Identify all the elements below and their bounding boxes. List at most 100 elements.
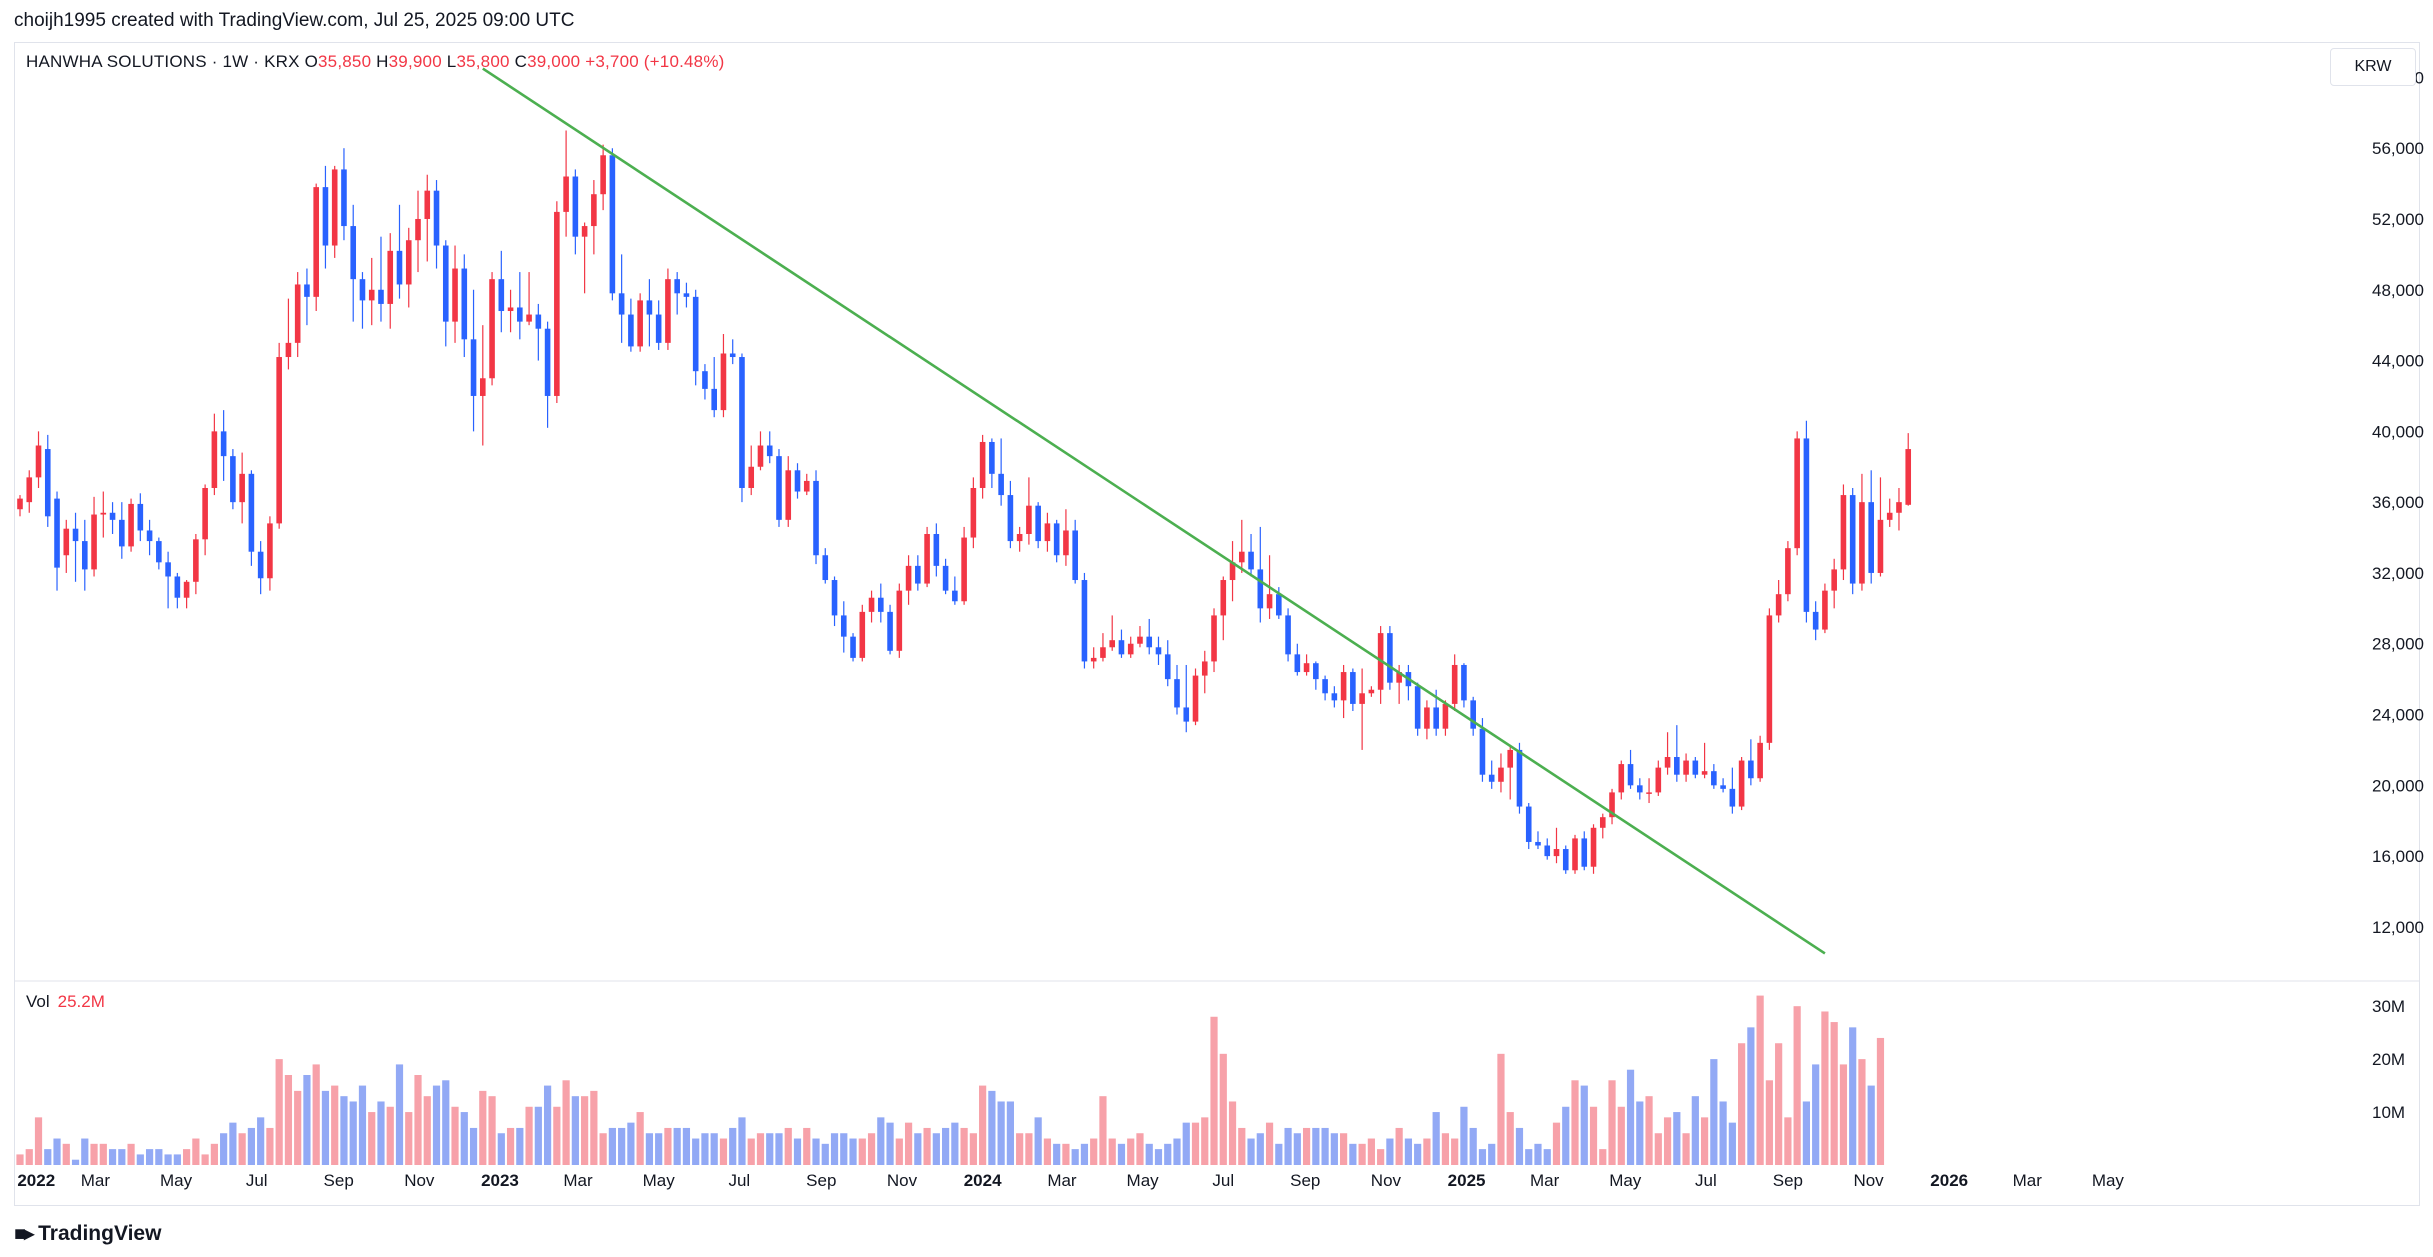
candle [868,590,875,623]
volume-bar [1025,1133,1033,1165]
currency-button[interactable]: KRW [2330,48,2416,86]
candle-body [1266,594,1273,609]
candle-body [1868,502,1874,573]
candle-body [193,539,199,582]
candle [989,438,995,488]
volume-bar [1191,1122,1200,1165]
candle-body [1414,686,1421,729]
candle [1035,502,1041,549]
candle-body [1748,760,1754,779]
candle [1646,778,1652,804]
volume-bar [1747,1027,1755,1165]
candle-body [1276,594,1282,616]
volume-bar [377,1101,385,1165]
volume-bar [1534,1143,1542,1165]
candle-body [831,580,838,616]
candle-body [257,551,264,579]
candle-body [1683,760,1689,775]
volume-bar [90,1143,98,1165]
volume-bar [349,1101,357,1165]
volume-bar [201,1154,209,1165]
time-tick-label: Mar [2013,1171,2043,1190]
time-axis[interactable]: 2022 Mar May Jul Sep Nov 2023 Mar May Jul Sep Nov 20… [17,1171,2124,1190]
volume-bar [1802,1101,1811,1165]
candle-body [1738,760,1745,807]
candle [1081,572,1088,669]
volume-bar [321,1090,330,1165]
volume-bar [284,1075,293,1165]
candle [507,289,514,333]
candle [146,519,153,556]
candle [563,130,569,237]
candle [766,431,773,464]
candle [396,204,403,299]
candle [350,204,357,322]
volume-bar [183,1149,191,1165]
candle-body [591,194,597,227]
time-tick-label: May [2092,1171,2125,1190]
candle-body [378,289,384,304]
candle [1405,664,1412,701]
price-axis[interactable]: 12,000 16,000 20,000 24,000 28,000 32,000 36,0… [2372,68,2424,937]
candle [822,548,829,584]
volume-bar [756,1133,765,1165]
volume-bar [229,1122,237,1165]
candle-body [952,590,958,602]
candle [970,477,977,549]
time-tick-label: 2025 [1448,1171,1486,1190]
candle-body [304,284,310,297]
candle-body [665,279,671,343]
symbol-label: HANWHA SOLUTIONS · 1W · KRX [26,52,300,71]
candle [1794,431,1800,556]
candle-body [526,314,532,322]
volume-bar [1858,1059,1866,1165]
candle-body [1840,495,1847,570]
candle-body [850,636,856,658]
volume-series [16,995,1885,1165]
candle-body [563,176,569,212]
candle-body [220,431,227,457]
volume-bar [1441,1133,1450,1165]
candle-body [1701,771,1708,775]
volume-bar [525,1106,533,1165]
candle [1359,668,1365,750]
candle-body [1599,817,1606,828]
candle-body [1479,728,1486,775]
price-tick-label: 36,000 [2372,493,2424,512]
low-value: 35,800 [456,52,510,71]
candle [1238,519,1245,573]
candle-body [692,296,699,372]
candle-body [387,250,394,304]
volume-bar [16,1154,24,1165]
candle-body [35,445,42,478]
volume-bar [895,1138,903,1165]
volume-bar [1867,1085,1875,1165]
tradingview-footer[interactable]: ■▸ TradingView [14,1221,161,1246]
volume-bar [1710,1059,1718,1165]
volume-bar [506,1127,515,1165]
volume-bar [358,1085,367,1165]
candle [480,325,486,446]
candle [1442,700,1449,736]
volume-value: 25.2M [57,992,105,1011]
candle [1294,643,1301,676]
candle [1627,749,1634,789]
trendline[interactable] [482,67,1826,955]
volume-bar [877,1117,885,1165]
candle-body [1859,502,1865,584]
volume-bar [914,1133,922,1165]
volume-bar [729,1127,737,1165]
candle [1590,824,1597,874]
volume-bar [1099,1096,1107,1165]
candle-body [1692,760,1699,775]
candlestick-series [17,130,1912,874]
candle [674,272,680,315]
volume-bar [1034,1117,1042,1165]
volume-bar [1654,1133,1662,1165]
candle [1544,838,1551,860]
volume-bar [1302,1127,1311,1165]
candle [1775,580,1782,623]
volume-bar [1839,1064,1848,1165]
volume-bar [867,1133,876,1165]
